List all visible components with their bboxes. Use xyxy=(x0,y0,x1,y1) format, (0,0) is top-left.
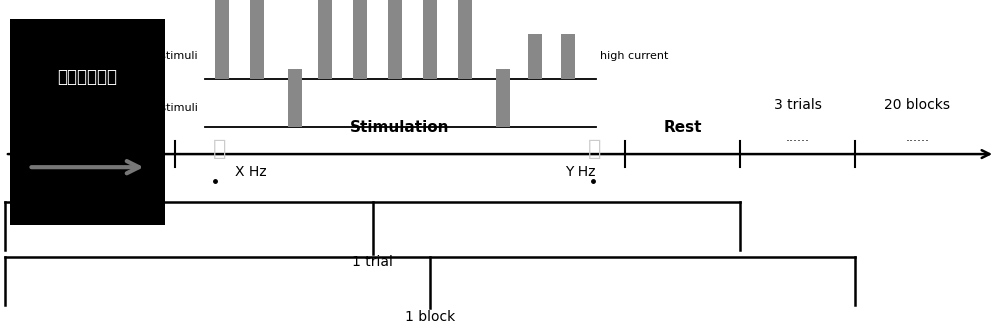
Bar xyxy=(423,0,437,79)
Bar xyxy=(10,19,165,225)
Text: 注意右手刺激: 注意右手刺激 xyxy=(58,68,118,86)
Bar xyxy=(250,0,264,79)
Text: ......: ...... xyxy=(786,132,810,144)
Text: Y Hz: Y Hz xyxy=(565,165,596,179)
Text: X Hz: X Hz xyxy=(235,165,267,179)
Text: 🤚: 🤚 xyxy=(588,139,602,159)
Bar xyxy=(318,0,332,79)
Bar xyxy=(288,69,302,127)
Text: high current: high current xyxy=(600,51,668,61)
Text: left-stimuli: left-stimuli xyxy=(138,51,198,61)
Bar xyxy=(561,34,575,79)
Text: Stimulation: Stimulation xyxy=(350,120,450,135)
Text: 3 trials: 3 trials xyxy=(774,98,821,112)
Text: Rest: Rest xyxy=(663,120,702,135)
Text: 20 blocks: 20 blocks xyxy=(885,98,950,112)
Bar xyxy=(353,0,367,79)
Text: right-stimuli: right-stimuli xyxy=(130,102,198,113)
Text: Instruction: Instruction xyxy=(43,120,137,135)
Bar xyxy=(388,0,402,79)
Bar xyxy=(215,0,229,79)
Text: 🤚: 🤚 xyxy=(213,139,227,159)
Text: 1 block: 1 block xyxy=(405,310,455,321)
Bar xyxy=(496,69,510,127)
Bar xyxy=(528,34,542,79)
Bar xyxy=(458,0,472,79)
Text: 1 trial: 1 trial xyxy=(352,255,393,269)
Text: ......: ...... xyxy=(906,132,930,144)
